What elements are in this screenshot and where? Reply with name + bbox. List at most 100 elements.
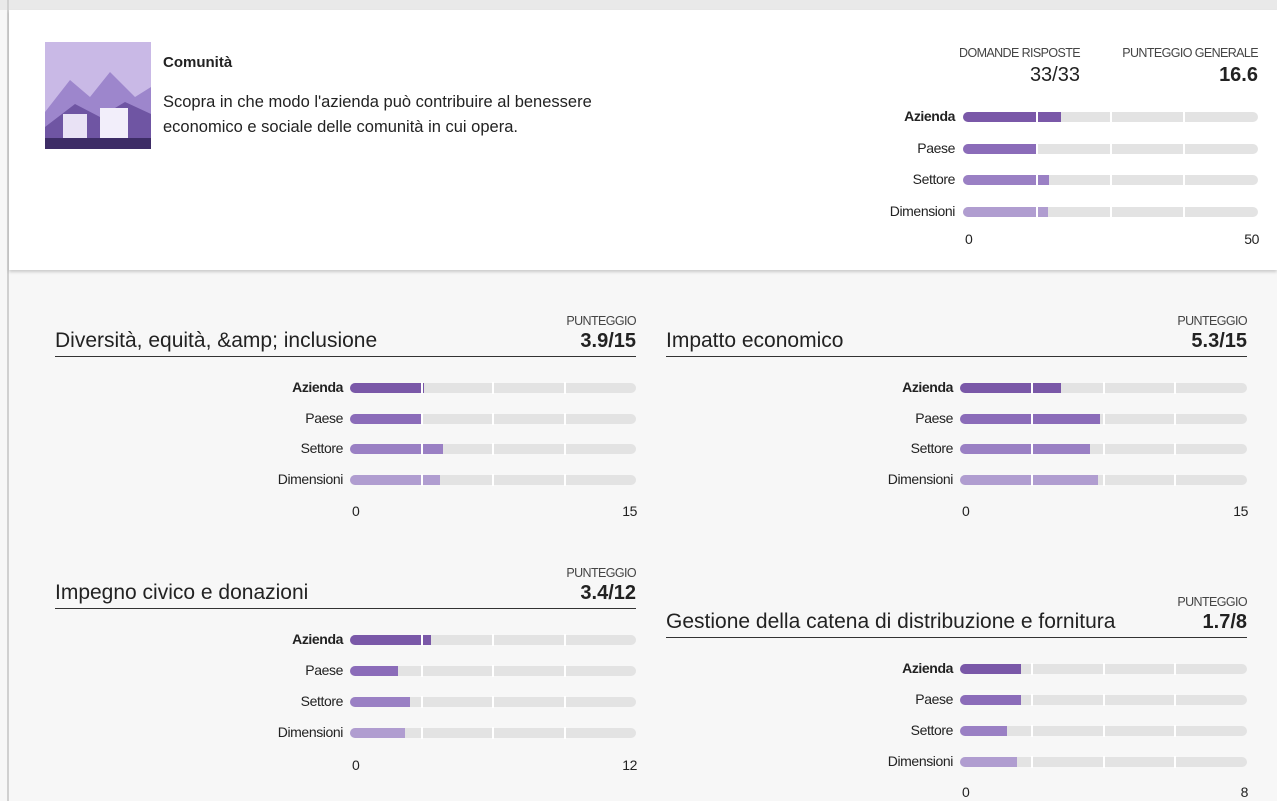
bar-divider (564, 665, 566, 677)
bar (350, 444, 443, 454)
bar-divider (1036, 143, 1038, 155)
bar-divider (1110, 111, 1112, 123)
x-tick-label: 0 (962, 784, 969, 800)
row-label: Paese (915, 691, 953, 707)
bar-divider (1103, 725, 1105, 737)
bar-divider (1031, 443, 1033, 455)
bar-divider (1103, 382, 1105, 394)
bar-divider (1036, 111, 1038, 123)
score-label: PUNTEGGIO (1177, 314, 1247, 328)
bar-divider (1183, 143, 1185, 155)
bar-divider (1174, 663, 1176, 675)
bar (350, 666, 398, 676)
section-title: Diversità, equità, &amp; inclusione (55, 327, 377, 354)
bar-divider (1031, 725, 1033, 737)
bar-divider (564, 634, 566, 646)
bar-divider (421, 665, 423, 677)
row-label: Azienda (902, 660, 953, 676)
row-label: Dimensioni (890, 203, 955, 219)
x-tick-label: 12 (622, 757, 637, 773)
section-title: Impegno civico e donazioni (55, 579, 308, 606)
card-description: Scopra in che modo l'azienda può contrib… (163, 90, 653, 140)
section-header: Impatto economicoPUNTEGGIO5.3/15 (666, 314, 1247, 357)
bar (960, 757, 1017, 767)
row-label: Dimensioni (278, 471, 343, 487)
bar-divider (1174, 443, 1176, 455)
bar-divider (564, 474, 566, 486)
bar-divider (1174, 725, 1176, 737)
bar-divider (1110, 174, 1112, 186)
bar-divider (421, 696, 423, 708)
score-label: PUNTEGGIO (566, 314, 636, 328)
bar-divider (492, 474, 494, 486)
summary-card (9, 10, 1277, 270)
overall-block: PUNTEGGIO GENERALE 16.6 (1122, 46, 1258, 87)
page: Comunità Scopra in che modo l'azienda pu… (0, 0, 1277, 801)
bar-divider (1110, 206, 1112, 218)
bar-divider (564, 382, 566, 394)
score-value: 1.7/8 (1177, 609, 1247, 635)
row-label: Dimensioni (888, 471, 953, 487)
bar-divider (1031, 694, 1033, 706)
bar-divider (1174, 413, 1176, 425)
bar-divider (492, 634, 494, 646)
x-tick-label: 0 (965, 231, 972, 247)
questions-value: 33/33 (959, 64, 1080, 87)
section-score: PUNTEGGIO5.3/15 (1177, 314, 1247, 354)
section-title: Gestione della catena di distribuzione e… (666, 608, 1115, 635)
row-label: Azienda (902, 379, 953, 395)
bar (960, 475, 1098, 485)
bar-divider (564, 696, 566, 708)
score-label: PUNTEGGIO (566, 566, 636, 580)
bar-divider (1174, 382, 1176, 394)
bar (960, 664, 1021, 674)
bar (350, 728, 405, 738)
bar-divider (1103, 694, 1105, 706)
card-title: Comunità (163, 54, 232, 71)
row-label: Paese (917, 140, 955, 156)
bar-divider (1036, 206, 1038, 218)
row-label: Settore (301, 693, 343, 709)
score-value: 5.3/15 (1177, 328, 1247, 354)
bar-divider (1103, 756, 1105, 768)
score-label: PUNTEGGIO (1177, 595, 1247, 609)
x-tick-label: 15 (1233, 503, 1248, 519)
bar-divider (1103, 413, 1105, 425)
bar-divider (1183, 111, 1185, 123)
bar-divider (421, 382, 423, 394)
bar-divider (1174, 694, 1176, 706)
bar (960, 383, 1061, 393)
section: Diversità, equità, &amp; inclusione PUNTE… (55, 314, 636, 357)
x-tick-label: 0 (962, 503, 969, 519)
bar (350, 414, 422, 424)
bar-divider (421, 474, 423, 486)
bar (350, 475, 440, 485)
bar-divider (564, 727, 566, 739)
row-label: Settore (913, 171, 955, 187)
bar (963, 144, 1038, 154)
bar-divider (564, 413, 566, 425)
bar-divider (1103, 443, 1105, 455)
row-label: Azienda (292, 379, 343, 395)
x-tick-label: 8 (1241, 784, 1248, 800)
section-header: Gestione della catena di distribuzione e… (666, 595, 1247, 638)
bar-divider (492, 696, 494, 708)
bar-divider (1110, 143, 1112, 155)
bar-divider (421, 634, 423, 646)
bar-divider (492, 665, 494, 677)
questions-block: DOMANDE RISPOSTE 33/33 (959, 46, 1080, 87)
bar-divider (1036, 174, 1038, 186)
bar-divider (421, 727, 423, 739)
bar (960, 695, 1021, 705)
bar (963, 112, 1061, 122)
row-label: Paese (305, 410, 343, 426)
row-label: Azienda (292, 631, 343, 647)
row-label: Settore (301, 440, 343, 456)
overall-label: PUNTEGGIO GENERALE (1122, 46, 1258, 60)
x-tick-label: 50 (1244, 231, 1259, 247)
row-label: Dimensioni (278, 724, 343, 740)
bar-divider (1031, 382, 1033, 394)
